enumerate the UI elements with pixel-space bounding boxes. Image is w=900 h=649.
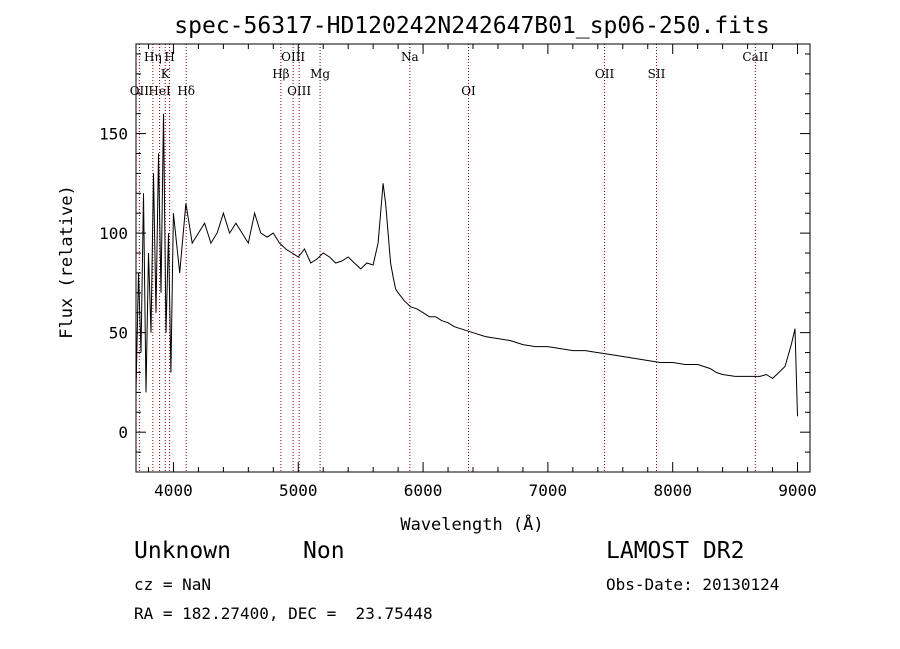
spectral-line-labels: OII Hη HeI KH Hδ Hβ OIII OIII Mg Na OI OII SII CaII [130,50,769,98]
line-label-7: OIII [281,50,305,64]
x-tick-label: 7000 [529,481,568,500]
y-axis-ticks: 0 50 100 150 [99,53,810,453]
y-tick-label: 0 [118,423,128,442]
x-tick-label: 5000 [279,481,318,500]
line-label-5: Hδ [177,84,195,98]
plot-frame [135,43,811,473]
y-tick-label: 100 [99,224,128,243]
y-tick-label: 150 [99,125,128,144]
line-label-1: Hη [144,50,162,64]
line-label-4: H [164,50,174,64]
coordinates: RA = 182.27400, DEC = 23.75448 [134,604,433,623]
line-label-8: OIII [287,84,311,98]
line-label-2: HeI [148,84,171,98]
line-label-3: K [161,67,171,81]
spectral-line-markers [138,44,756,472]
line-label-11: OI [461,84,476,98]
redshift-cz: cz = NaN [134,575,212,594]
x-axis-label: Wavelength (Å) [400,513,543,535]
chart-title: spec-56317-HD120242N242647B01_sp06-250.f… [174,13,769,39]
line-label-12: OII [595,67,615,81]
x-tick-label: 9000 [778,481,817,500]
observation-date: Obs-Date: 20130124 [606,575,780,594]
x-tick-label: 8000 [653,481,692,500]
line-label-13: SII [648,67,666,81]
spectrum-line [135,113,798,417]
line-label-9: Mg [310,67,330,81]
line-label-6: Hβ [272,67,289,81]
survey-name: LAMOST DR2 [606,538,745,564]
y-tick-label: 50 [109,324,128,343]
line-label-0: OII [130,84,150,98]
x-tick-label: 6000 [404,481,443,500]
y-axis-label: Flux (relative) [57,185,77,339]
object-type: Unknown [134,538,231,564]
x-tick-label: 4000 [154,481,193,500]
line-label-10: Na [401,50,419,64]
object-subclass: Non [303,538,345,564]
line-label-14: CaII [742,50,768,64]
x-axis-ticks: 4000 5000 6000 7000 8000 9000 [147,44,817,500]
